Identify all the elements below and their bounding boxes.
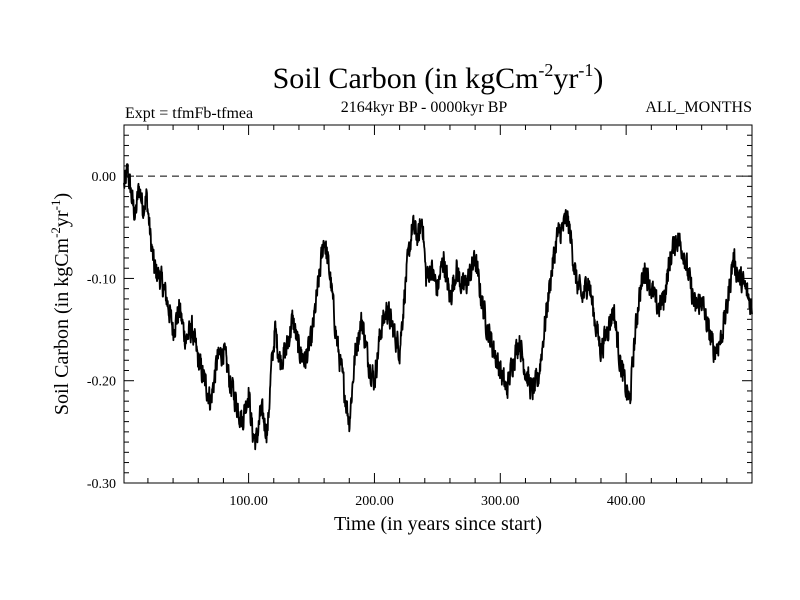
y-tick-labels: 0.00 -0.10 -0.20 -0.30 <box>87 170 116 492</box>
y-tick-label: -0.20 <box>87 375 116 390</box>
subtitle-left: Expt = tfmFb-tfmea <box>125 105 253 122</box>
x-tick-labels: 100.00 200.00 300.00 400.00 <box>229 494 645 509</box>
chart-title-main: Soil Carbon (in kgCm <box>273 62 539 95</box>
x-tick-label: 200.00 <box>355 494 394 509</box>
y-tick-label: -0.30 <box>87 477 116 492</box>
x-tick-label: 100.00 <box>229 494 268 509</box>
subtitle-center: 2164kyr BP - 0000kyr BP <box>341 99 508 116</box>
chart-title-end: ) <box>593 62 603 95</box>
soil-carbon-series-line <box>123 163 753 451</box>
y-axis-label: Soil Carbon (in kgCm-2yr-1) <box>48 193 73 415</box>
y-tick-label: -0.10 <box>87 272 116 287</box>
x-tick-label: 400.00 <box>607 494 646 509</box>
chart-title-mid: yr <box>553 62 578 95</box>
chart-title-exp2: -1 <box>578 60 593 80</box>
y-axis-label-main: Soil Carbon (in kgCm <box>51 237 73 415</box>
y-tick-label: 0.00 <box>92 170 117 185</box>
y-axis-label-exp1: -2 <box>48 227 63 238</box>
chart-title: Soil Carbon (in kgCm-2yr-1) <box>273 60 604 95</box>
y-axis-label-exp2: -1 <box>48 200 63 211</box>
chart-title-exp1: -2 <box>538 60 553 80</box>
x-tick-label: 300.00 <box>481 494 520 509</box>
y-axis-label-mid: yr <box>51 210 73 227</box>
x-axis-label: Time (in years since start) <box>334 513 542 535</box>
subtitle-right: ALL_MONTHS <box>645 99 752 116</box>
y-axis-label-end: ) <box>51 193 73 200</box>
